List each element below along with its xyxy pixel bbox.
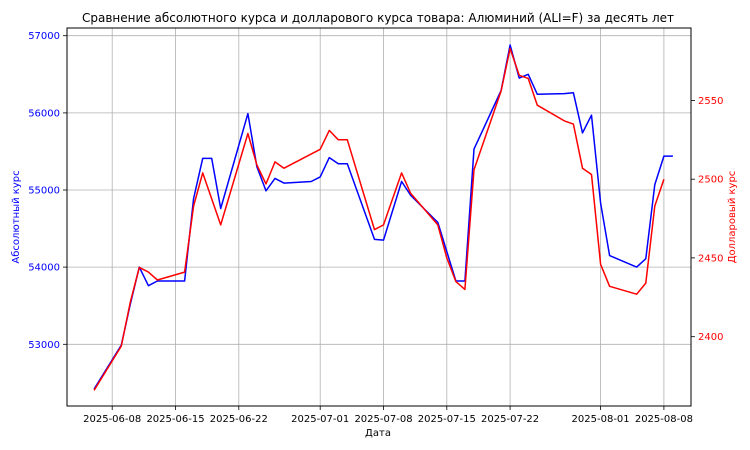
y-right-tick-label: 2550 [698,96,723,107]
x-axis-title: Дата [365,428,391,439]
y-right-tick-label: 2450 [698,253,723,264]
series-lines [93,44,673,391]
series-line-dollar-rate [93,47,665,391]
x-tick-label: 2025-06-08 [83,414,141,425]
x-tick-label: 2025-07-01 [291,414,349,425]
y-axis-right-title: Долларовый курс [727,171,738,264]
y-left-tick-label: 55000 [28,186,60,197]
chart-title: Сравнение абсолютного курса и долларовог… [82,11,674,25]
x-tick-label: 2025-08-08 [635,414,693,425]
y-left-tick-label: 54000 [28,263,60,274]
x-tick-label: 2025-07-08 [354,414,412,425]
x-tick-label: 2025-07-15 [418,414,476,425]
y-left-tick-label: 57000 [28,31,60,42]
y-axis-right: 2400 2450 2500 2550 [691,96,723,343]
y-axis-left-title: Абсолютный курс [11,170,22,263]
x-tick-label: 2025-07-22 [481,414,539,425]
y-right-tick-label: 2400 [698,332,723,343]
y-left-tick-label: 56000 [28,108,60,119]
x-axis: 2025-06-08 2025-06-15 2025-06-22 2025-07-01… [83,406,693,425]
x-tick-label: 2025-08-01 [572,414,630,425]
plot-frame [66,27,692,407]
x-tick-label: 2025-06-15 [146,414,204,425]
y-axis-left: 53000 54000 55000 56000 57000 [28,31,67,351]
y-right-tick-label: 2500 [698,175,723,186]
grid-lines [67,28,691,406]
x-tick-label: 2025-06-22 [210,414,268,425]
series-line-absolute-rate [93,44,673,390]
y-left-tick-label: 53000 [28,340,60,351]
